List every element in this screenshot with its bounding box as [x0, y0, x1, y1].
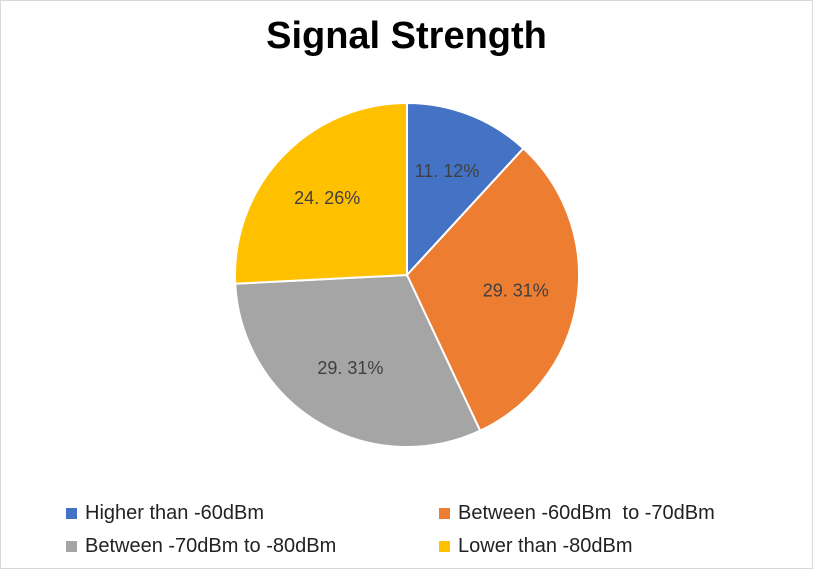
chart-title: Signal Strength — [266, 15, 547, 57]
pie-slice — [406, 101, 525, 278]
slice-data-label: 29. 31% — [317, 358, 383, 378]
pie-slice — [234, 273, 482, 448]
slice-data-label: 11. 12% — [415, 161, 480, 181]
pie-slice — [405, 146, 580, 433]
slice-data-label: 24. 26% — [294, 188, 360, 208]
slice-data-label: 29. 31% — [483, 280, 549, 300]
pie-slice — [234, 101, 408, 285]
